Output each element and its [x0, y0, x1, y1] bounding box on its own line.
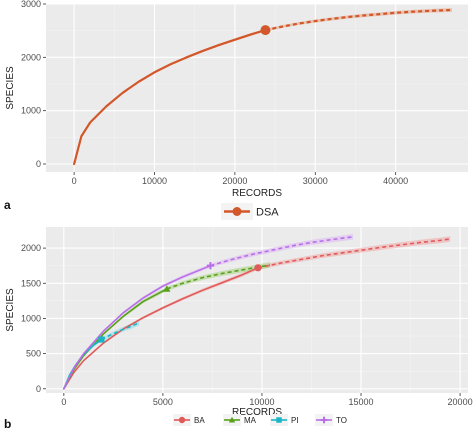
panel-a-x-ticks: 0 10000 20000 30000 40000: [72, 172, 408, 186]
y-tick-label: 0: [36, 159, 41, 169]
x-tick-label: 5000: [153, 397, 173, 407]
extrapolated-line-dsa: [265, 8, 452, 32]
panel-b-y-ticks: 0 500 1000 1500 2000: [21, 243, 46, 394]
legend-label-ma: MA: [244, 416, 257, 425]
panel-a-legend: DSA: [221, 203, 279, 220]
extrapolated-line-pi: [101, 321, 140, 341]
panel-a-grid: [46, 3, 468, 172]
rarefied-line-to: [63, 264, 212, 390]
panel-b-x-axis-title: RECORDS: [232, 407, 282, 418]
panel-a: 0 10000 20000 30000 40000 0 1000 2000 3000 RECO…: [4, 0, 468, 220]
panel-b-y-axis-title: SPECIES: [5, 288, 16, 332]
y-tick-label: 1500: [21, 278, 41, 288]
x-tick-label: 10000: [249, 397, 274, 407]
x-tick-label: 40000: [383, 176, 408, 186]
x-tick-label: 0: [72, 176, 77, 186]
panel-b-letter: b: [4, 417, 11, 431]
observed-point-pi: [98, 336, 105, 343]
legend-label-ba: BA: [194, 416, 205, 425]
x-tick-label: 0: [61, 397, 66, 407]
y-tick-label: 0: [36, 384, 41, 394]
y-tick-label: 3000: [21, 0, 41, 9]
extrapolated-line-ma: [166, 264, 271, 290]
legend-label-to: TO: [336, 416, 347, 425]
panel-a-plot-bg: [46, 4, 468, 172]
panel-b-markers: [98, 262, 262, 343]
observed-point-ma: [163, 285, 171, 292]
rarefied-line-ba: [63, 267, 259, 390]
y-tick-label: 2000: [21, 243, 41, 253]
y-tick-label: 2000: [21, 52, 41, 62]
panel-a-legend-label-dsa: DSA: [256, 207, 279, 219]
panel-a-markers: [260, 25, 271, 36]
extrapolated-line-ba: [257, 238, 451, 269]
x-tick-label: 10000: [142, 176, 167, 186]
panel-b-legend: BA MA PI TO: [173, 414, 347, 426]
ribbon-pi: [63, 319, 140, 389]
legend-label-pi: PI: [291, 416, 299, 425]
extrapolated-line-to: [210, 236, 354, 267]
x-tick-label: 30000: [303, 176, 328, 186]
legend-key-marker-pi: [276, 417, 282, 423]
x-tick-label: 20000: [448, 397, 473, 407]
panel-a-series-lines: [73, 8, 452, 166]
panel-b-x-ticks: 0 5000 10000 15000 20000: [61, 393, 473, 407]
legend-key-marker-to: [320, 416, 328, 424]
panel-a-y-axis-title: SPECIES: [5, 66, 16, 110]
observed-point-dsa: [260, 25, 271, 36]
observed-point-to: [206, 262, 215, 270]
y-tick-label: 1000: [21, 313, 41, 323]
panel-a-legend-key-marker: [232, 207, 242, 216]
panel-a-x-axis-title: RECORDS: [232, 188, 282, 199]
x-tick-label: 15000: [348, 397, 373, 407]
legend-key-marker-ba: [178, 416, 186, 424]
y-tick-label: 1000: [21, 106, 41, 116]
panel-b-series-lines: [63, 236, 451, 390]
panel-b: 0 5000 10000 15000 20000 0 500 1000 1500 2000 RE…: [4, 227, 473, 431]
observed-point-ba: [254, 264, 262, 272]
x-tick-label: 20000: [222, 176, 247, 186]
panel-a-letter: a: [4, 198, 11, 212]
y-tick-label: 500: [26, 349, 41, 359]
legend-key-marker-ma: [228, 416, 236, 423]
panel-a-y-ticks: 0 1000 2000 3000: [21, 0, 46, 169]
rarefied-line-dsa: [73, 29, 267, 166]
